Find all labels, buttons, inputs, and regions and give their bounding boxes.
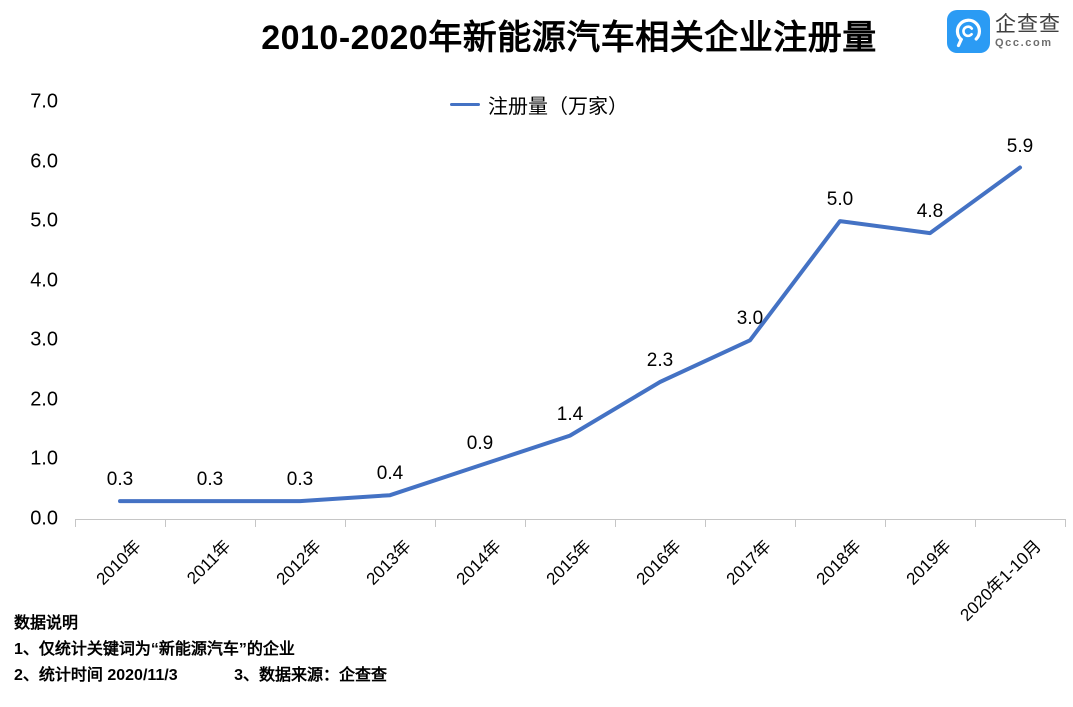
y-tick-label: 2.0 [30,388,58,411]
y-tick-label: 3.0 [30,328,58,351]
x-axis-tick [795,519,796,527]
logo-square [947,10,990,53]
data-point-label: 0.4 [376,463,404,485]
x-axis-tick [975,519,976,527]
footnotes: 数据说明 1、仅统计关键词为“新能源汽车”的企业 2、统计时间 2020/11/… [14,611,387,689]
x-axis-tick [885,519,886,527]
logo-name-en: Qcc.com [995,37,1053,49]
registration-line-series [118,165,1022,504]
data-point-label: 2.3 [646,350,674,371]
legend-line-swatch [450,102,480,107]
data-point-label: 0.3 [106,469,134,491]
footnote-1: 1、仅统计关键词为“新能源汽车”的企业 [14,641,295,658]
y-tick-label: 7.0 [30,90,58,113]
footnote-heading: 数据说明 [14,615,79,632]
y-tick-label: 0.0 [30,507,58,530]
x-axis-tick [1065,519,1066,527]
x-axis-tick [705,519,706,527]
footnote-3: 3、数据来源：企查查 [234,667,388,684]
x-axis-tick [525,519,526,527]
footnote-row: 2、统计时间 2020/11/3 3、数据来源：企查查 [14,663,387,689]
x-axis-tick [435,519,436,527]
x-axis-tick [165,519,166,527]
data-point-label: 5.0 [826,189,854,211]
x-axis-tick [615,519,616,527]
y-tick-label: 4.0 [30,269,58,292]
legend-label: 注册量（万家） [488,96,628,118]
data-point-label: 5.9 [1006,135,1034,157]
logo-name-cn: 企查查 [995,13,1061,36]
x-axis-tick [75,519,76,527]
data-point-label: 1.4 [556,403,584,425]
data-point-label: 3.0 [736,308,764,330]
data-point-label: 4.8 [916,201,944,223]
data-point-label: 0.9 [466,433,494,455]
y-tick-label: 6.0 [30,150,58,173]
x-axis-tick [345,519,346,527]
qcc-logo-icon [947,10,990,53]
footnote-2: 2、统计时间 2020/11/3 [14,667,178,684]
logo-text: 企查查 Qcc.com [995,14,1061,49]
x-axis-tick [255,519,256,527]
x-axis-line [75,519,1065,520]
legend: 注册量（万家） [450,90,628,119]
chart-title: 2010-2020年新能源汽车相关企业注册量 [261,19,877,57]
data-point-label: 0.3 [196,469,224,491]
y-tick-label: 1.0 [30,447,58,470]
qcc-logo[interactable]: 企查查 Qcc.com [947,10,1061,53]
data-point-label: 0.3 [286,469,314,491]
y-tick-label: 5.0 [30,209,58,232]
